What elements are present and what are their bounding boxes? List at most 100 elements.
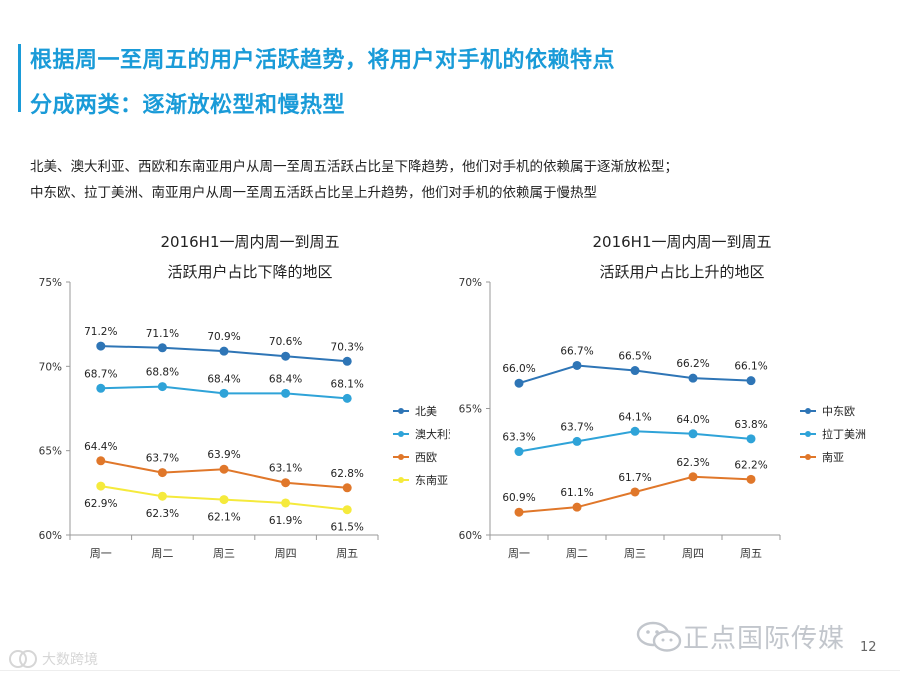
summary-line-1: 北美、澳大利亚、西欧和东南亚用户从周一至周五活跃占比呈下降趋势，他们对手机的依赖… (30, 159, 678, 175)
c1-data-label-北美: 70.3% (331, 341, 364, 353)
c1-data-point-东南亚 (157, 491, 167, 501)
title-accent-bar (18, 44, 21, 112)
c2-data-label-中东欧: 66.2% (676, 358, 709, 370)
c2-data-point-拉丁美洲 (572, 436, 582, 446)
c1-data-point-澳大利亚 (96, 383, 106, 393)
c1-legend-marker (398, 477, 404, 483)
c1-data-label-澳大利亚: 68.8% (146, 367, 179, 379)
c2-data-label-南亚: 62.2% (734, 459, 767, 471)
c1-data-point-西欧 (219, 464, 229, 474)
c2-data-label-拉丁美洲: 64.1% (618, 411, 651, 423)
c2-chart-title-line-2: 活跃用户占比上升的地区 (599, 263, 764, 281)
c1-y-tick-label: 75% (39, 277, 62, 289)
c2-x-tick-label: 周一 (508, 547, 530, 560)
c1-legend-marker (398, 431, 404, 437)
c2-y-tick-label: 60% (459, 530, 482, 542)
brand-name: 正点国际传媒 (683, 624, 846, 654)
c1-data-label-澳大利亚: 68.1% (331, 378, 364, 390)
c1-data-label-北美: 70.6% (269, 336, 302, 348)
c1-data-point-西欧 (157, 468, 167, 478)
c1-x-tick-label: 周三 (213, 547, 235, 560)
c1-data-point-西欧 (342, 483, 352, 493)
c1-y-tick-label: 70% (39, 361, 62, 373)
c1-legend-label: 北美 (415, 405, 437, 418)
c1-data-point-北美 (96, 341, 106, 351)
c2-data-point-中东欧 (572, 360, 582, 370)
c1-data-point-北美 (281, 351, 291, 361)
c2-data-point-南亚 (746, 474, 756, 484)
c2-legend-label: 南亚 (822, 451, 844, 464)
c1-data-label-西欧: 63.9% (207, 449, 240, 461)
c1-data-label-北美: 70.9% (207, 331, 240, 343)
c1-data-label-东南亚: 61.5% (331, 522, 364, 534)
c2-data-label-中东欧: 66.7% (560, 345, 593, 357)
c2-data-point-拉丁美洲 (630, 426, 640, 436)
watermark-text: 大数跨境 (42, 652, 98, 668)
c2-data-point-南亚 (630, 487, 640, 497)
c1-data-label-东南亚: 62.9% (84, 498, 117, 510)
c1-x-tick-label: 周二 (151, 547, 173, 560)
watermark: 大数跨境 (8, 648, 98, 670)
c1-data-label-西欧: 63.7% (146, 453, 179, 465)
c1-legend-label: 西欧 (415, 451, 437, 464)
c1-data-point-东南亚 (342, 505, 352, 515)
c2-data-label-拉丁美洲: 64.0% (676, 414, 709, 426)
c1-data-point-西欧 (281, 478, 291, 488)
c2-x-tick-label: 周二 (566, 547, 588, 560)
c2-legend-marker (805, 454, 811, 460)
c1-legend-label: 澳大利亚 (415, 427, 450, 441)
c2-data-label-拉丁美洲: 63.3% (502, 432, 535, 444)
page-title-line-1: 根据周一至周五的用户活跃趋势，将用户对手机的依赖特点 (30, 48, 616, 73)
c2-legend-label: 拉丁美洲 (822, 427, 866, 441)
c1-y-tick-label: 65% (39, 446, 62, 458)
c1-legend-marker (398, 408, 404, 414)
c1-data-point-西欧 (96, 456, 106, 466)
c2-chart-title-line-1: 2016H1一周内周一到周五 (593, 233, 772, 251)
c2-data-point-中东欧 (514, 378, 524, 388)
c2-legend-marker (805, 431, 811, 437)
c2-data-label-南亚: 61.7% (618, 472, 651, 484)
c1-data-point-澳大利亚 (342, 393, 352, 403)
c2-data-label-南亚: 62.3% (676, 457, 709, 469)
c1-legend-label: 东南亚 (415, 474, 448, 487)
c2-y-tick-label: 65% (459, 404, 482, 416)
c1-data-label-西欧: 63.1% (269, 463, 302, 475)
c1-data-label-北美: 71.2% (84, 326, 117, 338)
bottom-divider (0, 670, 900, 671)
c2-data-label-中东欧: 66.0% (502, 363, 535, 375)
c1-x-tick-label: 周四 (275, 547, 297, 560)
c1-data-label-东南亚: 61.9% (269, 515, 302, 527)
c1-data-label-东南亚: 62.3% (146, 508, 179, 520)
c2-data-point-南亚 (688, 472, 698, 482)
c2-data-label-南亚: 60.9% (502, 492, 535, 504)
c1-chart-title-line-1: 2016H1一周内周一到周五 (161, 233, 340, 251)
c2-data-point-拉丁美洲 (514, 447, 524, 457)
c1-data-label-澳大利亚: 68.7% (84, 368, 117, 380)
c1-data-point-澳大利亚 (219, 388, 229, 398)
c1-data-point-东南亚 (219, 495, 229, 505)
watermark-logo-icon (9, 650, 37, 668)
summary-line-2: 中东欧、拉丁美洲、南亚用户从周一至周五活跃占比呈上升趋势，他们对手机的依赖属于慢… (30, 185, 597, 201)
c2-x-tick-label: 周四 (682, 547, 704, 560)
c2-data-label-拉丁美洲: 63.7% (560, 421, 593, 433)
c1-x-tick-label: 周一 (90, 547, 112, 560)
c2-y-tick-label: 70% (459, 277, 482, 289)
c2-data-point-拉丁美洲 (688, 429, 698, 439)
c2-x-tick-label: 周五 (740, 547, 762, 560)
c1-y-tick-label: 60% (39, 530, 62, 542)
c2-data-label-拉丁美洲: 63.8% (734, 419, 767, 431)
c1-data-label-西欧: 62.8% (331, 468, 364, 480)
c1-data-point-东南亚 (96, 481, 106, 491)
c2-data-point-南亚 (514, 507, 524, 517)
c1-data-label-西欧: 64.4% (84, 441, 117, 453)
c2-data-point-拉丁美洲 (746, 434, 756, 444)
c1-data-point-澳大利亚 (281, 388, 291, 398)
c2-data-label-中东欧: 66.1% (734, 361, 767, 373)
c2-x-tick-label: 周三 (624, 547, 646, 560)
c1-data-label-北美: 71.1% (146, 328, 179, 340)
c2-data-point-中东欧 (746, 376, 756, 386)
c1-data-label-东南亚: 62.1% (207, 512, 240, 524)
c1-data-point-北美 (219, 346, 229, 356)
c1-data-point-北美 (342, 356, 352, 366)
